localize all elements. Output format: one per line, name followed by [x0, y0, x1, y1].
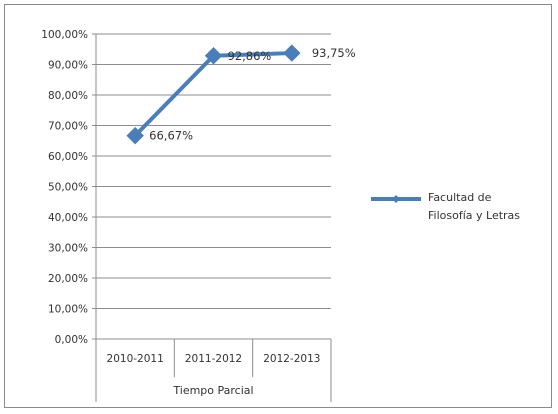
legend-label: Facultad de [428, 191, 492, 204]
y-axis-tick-labels: 0,00% 10,00% 20,00% 30,00% 40,00% 50,00% 60,00… [41, 29, 96, 346]
y-tick-label: 0,00% [55, 334, 88, 346]
x-axis: 2010-2011 2011-2012 2012-2013 Tiempo Parcia… [95, 34, 332, 402]
legend-label: Filosofía y Letras [428, 209, 520, 222]
legend: Facultad de Filosofía y Letras [371, 191, 520, 222]
y-tick-label: 60,00% [48, 151, 88, 163]
data-label: 93,75% [312, 46, 356, 60]
y-tick-label: 10,00% [48, 304, 88, 316]
y-tick-label: 50,00% [48, 182, 88, 194]
x-category-label: 2012-2013 [263, 353, 320, 365]
data-label: 66,67% [149, 129, 193, 143]
x-category-group-label: Tiempo Parcial [172, 384, 253, 397]
y-tick-label: 90,00% [48, 60, 88, 72]
data-point-marker [126, 126, 144, 145]
x-category-label: 2010-2011 [107, 353, 164, 365]
data-point-marker [204, 47, 223, 65]
data-label: 92,86% [228, 49, 272, 63]
y-tick-label: 100,00% [41, 29, 88, 41]
y-tick-label: 80,00% [48, 90, 88, 102]
data-point-marker [283, 44, 301, 62]
legend-marker [392, 195, 400, 203]
y-tick-label: 40,00% [48, 212, 88, 224]
y-tick-label: 20,00% [48, 273, 88, 285]
chart-frame [4, 4, 552, 408]
gridlines [96, 33, 331, 309]
series-group: 66,67% 92,86% 93,75% [126, 44, 356, 145]
x-category-label: 2011-2012 [185, 353, 242, 365]
y-tick-label: 30,00% [48, 243, 88, 255]
series-line [133, 51, 292, 138]
y-tick-label: 70,00% [48, 121, 88, 133]
